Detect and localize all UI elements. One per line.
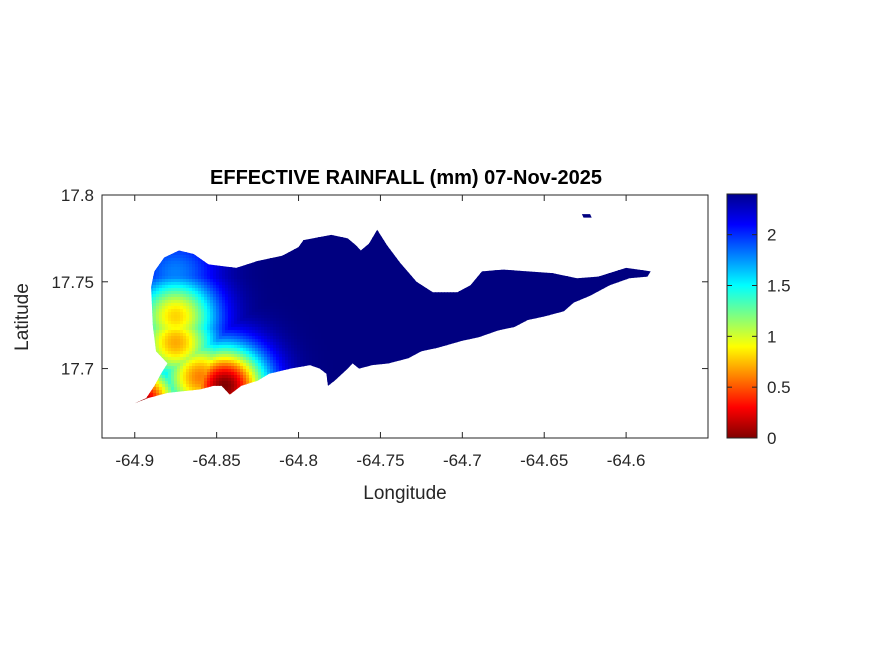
x-tick-label: -64.8 xyxy=(279,451,318,470)
x-ticks: -64.9 -64.85 -64.8 -64.75 -64.7 -64.65 -64.6 xyxy=(115,195,645,470)
colorbar-box xyxy=(726,193,758,439)
colorbar-tick-label: 1 xyxy=(767,327,776,346)
colorbar-tick-label: 1.5 xyxy=(767,277,791,296)
colorbar-gradient xyxy=(727,194,757,438)
colorbar-ticks: 0 0.5 1 1.5 2 xyxy=(727,226,791,448)
axes-box xyxy=(101,194,709,439)
islet xyxy=(581,214,592,218)
chart-title: EFFECTIVE RAINFALL (mm) 07-Nov-2025 xyxy=(210,167,602,189)
x-tick-label: -64.6 xyxy=(607,451,646,470)
y-tick-label: 17.7 xyxy=(61,360,94,379)
colorbar-tick-label: 2 xyxy=(767,226,776,245)
x-tick-label: -64.85 xyxy=(193,451,241,470)
islets xyxy=(581,214,592,218)
x-tick-label: -64.7 xyxy=(443,451,482,470)
x-tick-label: -64.65 xyxy=(520,451,568,470)
colorbar: 0 0.5 1 1.5 2 xyxy=(726,193,791,448)
y-axis-label: Latitude xyxy=(12,283,33,351)
x-tick-label: -64.75 xyxy=(356,451,404,470)
rainfall-heatmap xyxy=(134,229,651,404)
y-tick-label: 17.8 xyxy=(61,186,94,205)
colorbar-tick-label: 0 xyxy=(767,429,776,448)
x-axis-label: Longitude xyxy=(363,483,446,504)
colorbar-tick-label: 0.5 xyxy=(767,378,791,397)
x-tick-label: -64.9 xyxy=(115,451,154,470)
y-tick-label: 17.75 xyxy=(51,273,94,292)
y-ticks: 17.7 17.75 17.8 xyxy=(51,186,708,379)
map-axes: -64.9 -64.85 -64.8 -64.75 -64.7 -64.65 -64.6 1… xyxy=(12,186,709,504)
